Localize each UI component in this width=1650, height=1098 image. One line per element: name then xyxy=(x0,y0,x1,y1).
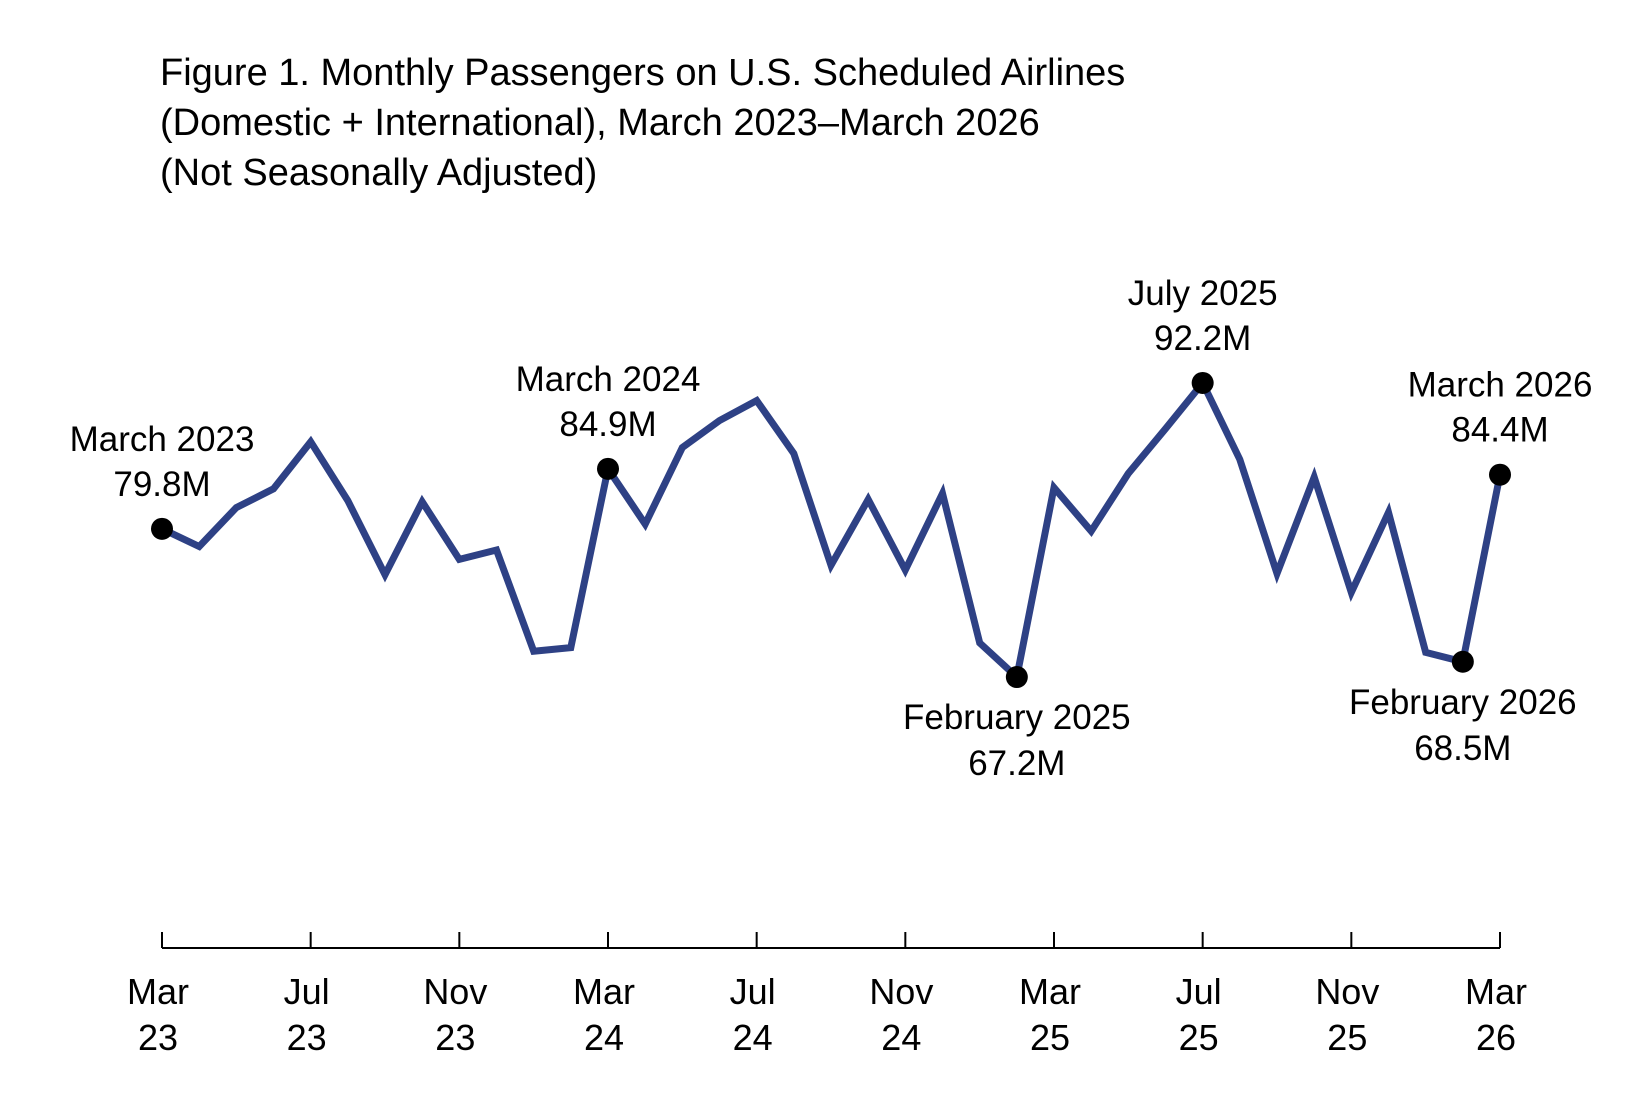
x-tick-label-year: 23 xyxy=(435,1017,475,1058)
x-tick-label-month: Jul xyxy=(1176,971,1222,1012)
x-tick-label-year: 24 xyxy=(733,1017,773,1058)
x-tick-label-month: Nov xyxy=(869,971,933,1012)
series-line xyxy=(160,376,1504,684)
x-tick-label-year: 25 xyxy=(1179,1017,1219,1058)
data-point-marker xyxy=(1451,650,1474,673)
x-tick-label-year: 25 xyxy=(1030,1017,1070,1058)
x-tick-label-month: Mar xyxy=(573,971,635,1012)
annotation-value: 84.4M xyxy=(1451,411,1548,450)
annotation-label: February 2026 xyxy=(1349,683,1577,722)
annotation-label: March 2024 xyxy=(516,360,701,399)
x-tick-label-month: Mar xyxy=(127,971,189,1012)
x-tick-label-month: Jul xyxy=(284,971,330,1012)
x-tick-label-year: 26 xyxy=(1476,1017,1516,1058)
x-tick-label-month: Mar xyxy=(1019,971,1081,1012)
x-tick-label-year: 23 xyxy=(287,1017,327,1058)
x-tick-label-year: 25 xyxy=(1327,1017,1367,1058)
data-point-marker xyxy=(1489,463,1511,486)
chart-title-line-2: (Domestic + International), March 2023–M… xyxy=(160,102,1040,144)
x-axis: Mar 23 Jul 23 Nov 23 Mar 24 Jul 24 Nov 24 Mar 25 Jul 25… xyxy=(127,932,1527,1058)
annotation-value: 68.5M xyxy=(1414,729,1511,768)
chart-title: Figure 1. Monthly Passengers on U.S. Sch… xyxy=(160,48,1125,198)
marker-layer xyxy=(151,371,1511,689)
annotation-label: March 2023 xyxy=(70,420,255,459)
x-tick-label-year: 23 xyxy=(138,1017,178,1058)
data-point-marker xyxy=(151,517,173,540)
annotation-value: 84.9M xyxy=(559,405,656,444)
annotation-label: March 2026 xyxy=(1408,366,1593,405)
annotation-label: February 2025 xyxy=(903,698,1131,737)
x-tick-label-month: Nov xyxy=(1315,971,1379,1012)
x-tick-label-month: Mar xyxy=(1465,971,1527,1012)
annotation-label: July 2025 xyxy=(1128,274,1278,313)
data-point-marker xyxy=(1191,371,1214,394)
chart-title-line-3: (Not Seasonally Adjusted) xyxy=(160,152,598,194)
x-tick-label-month: Nov xyxy=(423,971,487,1012)
annotation-layer: March 2023 79.8M March 2024 84.9M February 2… xyxy=(70,274,1593,783)
x-tick-label-year: 24 xyxy=(584,1017,624,1058)
x-tick-label-year: 24 xyxy=(881,1017,921,1058)
data-point-marker xyxy=(1005,666,1028,689)
annotation-value: 79.8M xyxy=(113,465,210,504)
data-point-marker xyxy=(597,457,619,480)
annotation-value: 92.2M xyxy=(1154,319,1251,358)
chart-title-line-1: Figure 1. Monthly Passengers on U.S. Sch… xyxy=(160,52,1126,94)
annotation-value: 67.2M xyxy=(968,744,1065,783)
x-tick-label-month: Jul xyxy=(730,971,776,1012)
series-layer xyxy=(160,376,1504,684)
